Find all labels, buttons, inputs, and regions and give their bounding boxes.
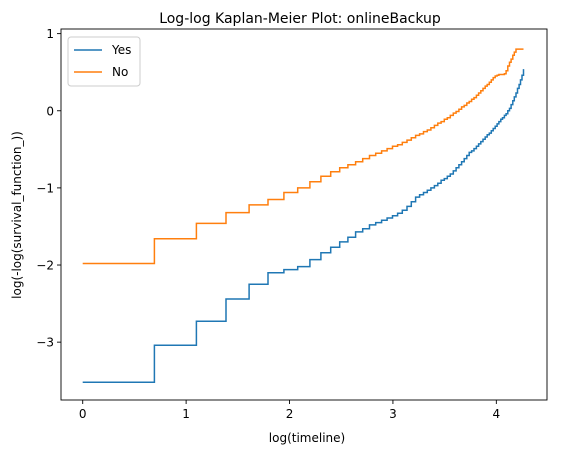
x-axis-label: log(timeline) xyxy=(269,431,345,445)
y-tick-label: 1 xyxy=(46,27,54,41)
x-tick-label: 3 xyxy=(389,407,397,421)
legend-label-yes: Yes xyxy=(111,43,131,57)
y-tick-label: −3 xyxy=(36,336,54,350)
y-tick-label: −2 xyxy=(36,259,54,273)
series-line-no xyxy=(82,48,524,265)
y-tick-label: 0 xyxy=(46,104,54,118)
y-tick-label: −1 xyxy=(36,181,54,195)
legend: Yes No xyxy=(67,36,141,87)
series-line-yes xyxy=(82,69,525,384)
series-layer xyxy=(82,48,525,384)
legend-label-no: No xyxy=(112,65,128,79)
plot-area xyxy=(60,28,548,401)
axes-frame xyxy=(60,28,548,401)
x-tick-label: 4 xyxy=(493,407,501,421)
y-axis-ticks: −3 −2 −1 0 1 xyxy=(36,27,61,350)
x-tick-label: 1 xyxy=(182,407,190,421)
y-axis-label: log(-log(survival_function_)) xyxy=(10,131,24,299)
x-axis-ticks: 0 1 2 3 4 xyxy=(79,400,500,421)
x-tick-label: 0 xyxy=(79,407,87,421)
x-tick-label: 2 xyxy=(286,407,294,421)
chart-title: Log-log Kaplan-Meier Plot: onlineBackup xyxy=(159,11,441,27)
